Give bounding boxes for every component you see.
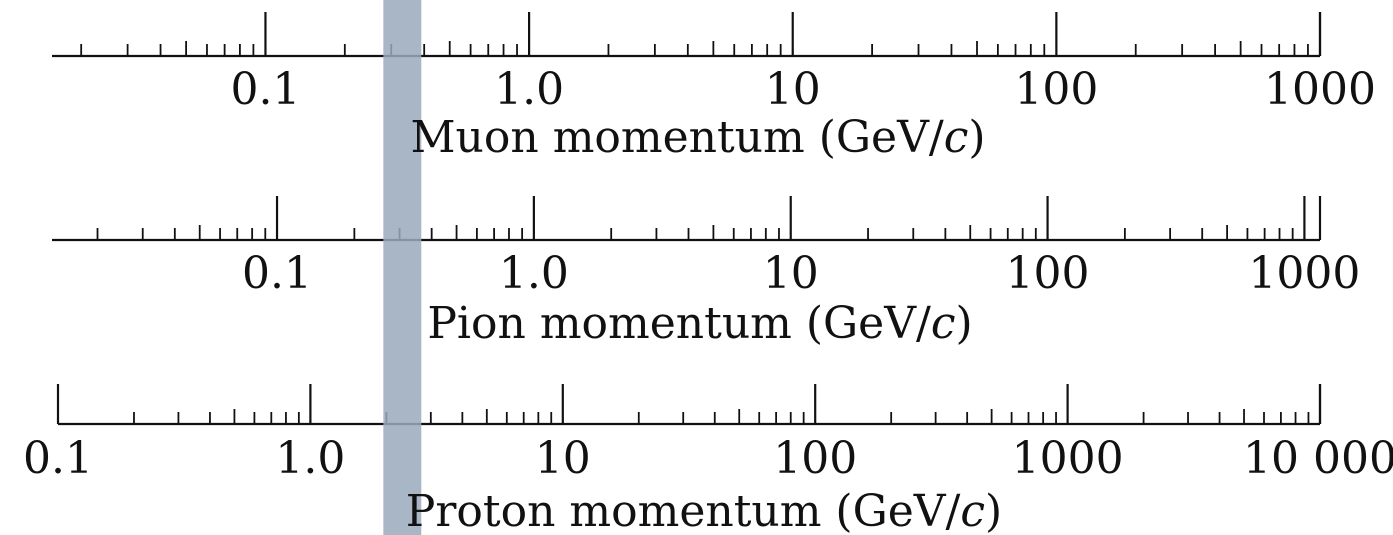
tick-label: 100 [1014,64,1098,115]
highlight-band [383,0,422,535]
tick-label: 1000 [1264,64,1376,115]
tick-label: 10 [765,64,821,115]
tick-label: 100 [1006,248,1090,299]
tick-label: 10 [763,248,819,299]
axis-3: 0.1 1.0 10 100 1000 10 000 [23,384,1393,484]
axis-title-unit: c [960,486,985,535]
axis-title-unit: c [931,298,956,349]
axis-title: Proton momentum (GeV/c) [406,486,1002,535]
tick-label: 1.0 [275,433,345,484]
axis-title-close: ) [968,112,985,163]
tick-label: 10 [535,433,591,484]
axis-title-close: ) [955,298,972,349]
tick-label: 1000 [1012,433,1124,484]
axis-1: 0.1 1.0 10 100 1000 [52,12,1376,115]
tick-label: 1.0 [494,64,564,115]
tick-label: 0.1 [242,248,312,299]
axis-title-text: Pion momentum (GeV/ [427,298,931,349]
tick-label: 1.0 [499,248,569,299]
axis-title-unit: c [944,112,969,163]
axes-layer: 0.1 1.0 10 100 1000 0.1 1.0 10 100 1000 0.1 1.0 10 10… [23,12,1393,484]
titles-layer: Muon momentum (GeV/c)Pion momentum (GeV/… [406,112,1002,535]
tick-label: 0.1 [23,433,93,484]
axis-title: Muon momentum (GeV/c) [410,112,985,163]
axis-title-close: ) [985,486,1002,535]
axis-title-text: Muon momentum (GeV/ [410,112,943,163]
tick-label: 1000 [1248,248,1360,299]
axis-2: 0.1 1.0 10 100 1000 [52,196,1360,299]
tick-label: 0.1 [230,64,300,115]
tick-label: 100 [773,433,857,484]
axis-title-text: Proton momentum (GeV/ [406,486,961,535]
tick-label: 10 000 [1243,433,1393,484]
axis-title: Pion momentum (GeV/c) [427,298,972,349]
